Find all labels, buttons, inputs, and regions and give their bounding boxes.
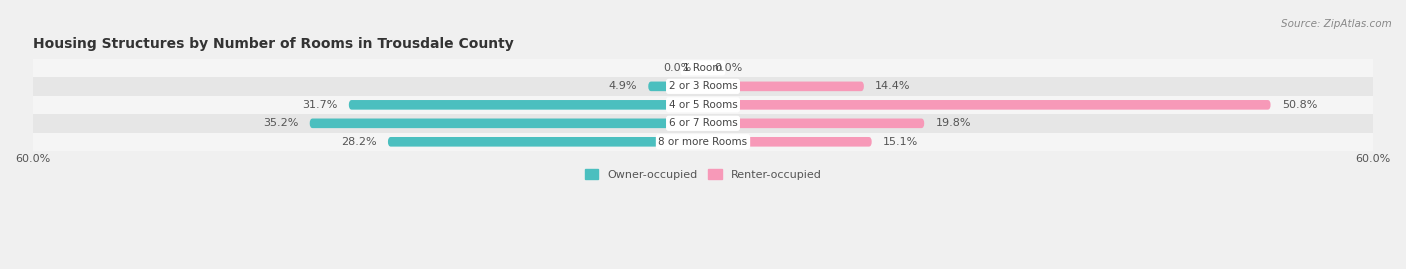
Text: 19.8%: 19.8% bbox=[935, 118, 972, 128]
FancyBboxPatch shape bbox=[349, 100, 703, 110]
Text: 15.1%: 15.1% bbox=[883, 137, 918, 147]
FancyBboxPatch shape bbox=[388, 137, 703, 147]
Text: 50.8%: 50.8% bbox=[1282, 100, 1317, 110]
Text: 1 Room: 1 Room bbox=[683, 63, 723, 73]
Bar bbox=[32, 77, 1374, 95]
Text: Housing Structures by Number of Rooms in Trousdale County: Housing Structures by Number of Rooms in… bbox=[32, 37, 513, 51]
Bar bbox=[32, 59, 1374, 77]
Bar bbox=[32, 114, 1374, 133]
FancyBboxPatch shape bbox=[648, 82, 703, 91]
Text: 4 or 5 Rooms: 4 or 5 Rooms bbox=[669, 100, 737, 110]
FancyBboxPatch shape bbox=[309, 119, 703, 128]
FancyBboxPatch shape bbox=[703, 100, 1271, 110]
FancyBboxPatch shape bbox=[703, 82, 863, 91]
Text: 31.7%: 31.7% bbox=[302, 100, 337, 110]
Text: 4.9%: 4.9% bbox=[609, 81, 637, 91]
Legend: Owner-occupied, Renter-occupied: Owner-occupied, Renter-occupied bbox=[581, 165, 825, 184]
Text: 14.4%: 14.4% bbox=[875, 81, 911, 91]
Text: 2 or 3 Rooms: 2 or 3 Rooms bbox=[669, 81, 737, 91]
Text: 6 or 7 Rooms: 6 or 7 Rooms bbox=[669, 118, 737, 128]
Bar bbox=[32, 95, 1374, 114]
Text: 0.0%: 0.0% bbox=[664, 63, 692, 73]
FancyBboxPatch shape bbox=[703, 137, 872, 147]
Text: Source: ZipAtlas.com: Source: ZipAtlas.com bbox=[1281, 19, 1392, 29]
Text: 0.0%: 0.0% bbox=[714, 63, 742, 73]
Bar bbox=[32, 133, 1374, 151]
FancyBboxPatch shape bbox=[703, 63, 709, 73]
Text: 8 or more Rooms: 8 or more Rooms bbox=[658, 137, 748, 147]
FancyBboxPatch shape bbox=[697, 63, 703, 73]
Text: 28.2%: 28.2% bbox=[342, 137, 377, 147]
Text: 35.2%: 35.2% bbox=[263, 118, 298, 128]
FancyBboxPatch shape bbox=[703, 119, 924, 128]
